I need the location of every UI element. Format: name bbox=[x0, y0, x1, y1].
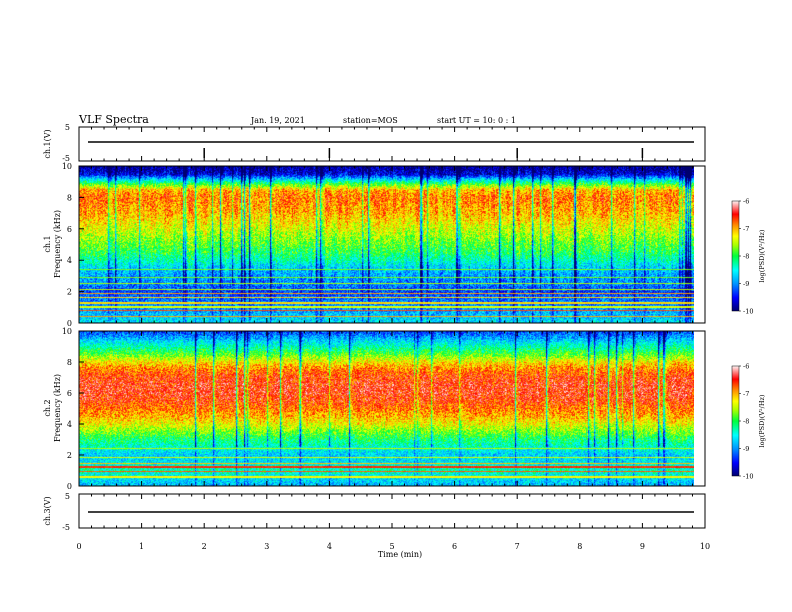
colorbar-ch1: -6 -7 -8 -9 -10 log(PSD)(V²/Hz) bbox=[731, 198, 766, 316]
colorbar-ch2-bar bbox=[731, 365, 740, 477]
y-tick-label: 6 bbox=[67, 225, 72, 234]
y-tick-label: 0 bbox=[67, 319, 72, 328]
ch1-spectrogram-ytick-labels: 0 2 4 6 8 10 bbox=[62, 162, 84, 328]
ch2-channel-label: ch.2 bbox=[43, 399, 52, 416]
ch3-voltage-ytick-bottom: -5 bbox=[62, 523, 70, 532]
ch1-voltage-ytick-bottom: -5 bbox=[62, 154, 70, 163]
ch1-channel-label: ch.1 bbox=[43, 235, 52, 252]
y-tick-label: 10 bbox=[62, 327, 72, 336]
x-axis-label: Time (min) bbox=[378, 550, 422, 559]
x-tick-label: 2 bbox=[202, 542, 207, 551]
x-axis-tick-labels: 0 1 2 3 4 5 6 7 8 9 10 bbox=[76, 542, 710, 551]
y-tick-label: 8 bbox=[67, 358, 72, 367]
y-tick-label: 10 bbox=[62, 162, 72, 171]
y-tick-label: 6 bbox=[67, 389, 72, 398]
ch2-spectrogram-image bbox=[79, 331, 694, 486]
ch1-voltage-ylabel: ch.1(V) bbox=[43, 129, 52, 158]
panel-ch1-voltage-ticks bbox=[78, 127, 706, 161]
x-tick-label: 8 bbox=[577, 542, 582, 551]
ch2-frequency-ylabel: Frequency (kHz) bbox=[53, 374, 62, 442]
x-tick-label: 6 bbox=[452, 542, 457, 551]
panel-ch2-spectrogram-ticks bbox=[78, 331, 706, 486]
x-tick-label: 4 bbox=[327, 542, 332, 551]
colorbar-ch2-label: log(PSD)(V²/Hz) bbox=[758, 394, 766, 447]
panel-ch3-voltage-ticks bbox=[78, 494, 706, 528]
colorbar-tick-label: -10 bbox=[743, 308, 753, 316]
y-tick-label: 4 bbox=[67, 256, 72, 265]
station-label: station=MOS bbox=[343, 116, 398, 125]
ch1-spectrogram-image bbox=[79, 166, 694, 323]
panel-ch1-spectrogram: 0 2 4 6 8 10 ch.1 Frequency (kHz) bbox=[43, 162, 706, 328]
start-time-label: start UT = 10: 0 : 1 bbox=[437, 116, 516, 125]
ch3-voltage-ytick-top: 5 bbox=[65, 492, 70, 501]
colorbar-ch1-bar bbox=[731, 200, 740, 312]
panel-ch1-voltage: 5 -5 ch.1(V) bbox=[43, 123, 706, 163]
colorbar-ch1-tick-labels: -6 -7 -8 -9 -10 bbox=[739, 198, 753, 316]
ch1-frequency-ylabel: Frequency (kHz) bbox=[53, 210, 62, 278]
ch1-voltage-ytick-top: 5 bbox=[65, 123, 70, 132]
x-tick-label: 1 bbox=[139, 542, 144, 551]
colorbar-tick-label: -10 bbox=[743, 473, 753, 481]
y-tick-label: 2 bbox=[67, 451, 72, 460]
panel-ch2-spectrogram: 0 2 4 6 8 10 ch.2 Frequency (kHz) bbox=[43, 327, 706, 491]
x-tick-label: 5 bbox=[389, 542, 394, 551]
figure-title: VLF Spectra bbox=[78, 113, 149, 126]
colorbar-tick-label: -7 bbox=[743, 225, 749, 233]
ch2-spectrogram-ytick-labels: 0 2 4 6 8 10 bbox=[62, 327, 84, 491]
colorbar-tick-label: -6 bbox=[743, 363, 749, 371]
x-tick-label: 9 bbox=[640, 542, 645, 551]
y-tick-label: 8 bbox=[67, 193, 72, 202]
colorbar-ch2: -6 -7 -8 -9 -10 log(PSD)(V²/Hz) bbox=[731, 363, 766, 481]
y-tick-label: 2 bbox=[67, 288, 72, 297]
y-tick-label: 4 bbox=[67, 420, 72, 429]
x-tick-label: 3 bbox=[264, 542, 269, 551]
date-label: Jan. 19, 2021 bbox=[250, 116, 305, 125]
colorbar-tick-label: -9 bbox=[743, 280, 749, 288]
colorbar-tick-label: -7 bbox=[743, 390, 749, 398]
panel-ch3-voltage: 5 -5 ch.3(V) bbox=[43, 492, 706, 532]
x-tick-label: 7 bbox=[515, 542, 520, 551]
panel-ch1-spectrogram-ticks bbox=[78, 166, 706, 323]
colorbar-ch1-label: log(PSD)(V²/Hz) bbox=[758, 229, 766, 282]
y-tick-label: 0 bbox=[67, 482, 72, 491]
colorbar-ch2-tick-labels: -6 -7 -8 -9 -10 bbox=[739, 363, 753, 481]
ch3-voltage-ylabel: ch.3(V) bbox=[43, 496, 52, 525]
colorbar-tick-label: -9 bbox=[743, 445, 749, 453]
colorbar-tick-label: -6 bbox=[743, 198, 749, 206]
x-tick-label: 0 bbox=[76, 542, 81, 551]
ch1-voltage-spikes bbox=[203, 148, 644, 158]
x-tick-label: 10 bbox=[700, 542, 710, 551]
colorbar-tick-label: -8 bbox=[743, 253, 749, 261]
colorbar-tick-label: -8 bbox=[743, 418, 749, 426]
